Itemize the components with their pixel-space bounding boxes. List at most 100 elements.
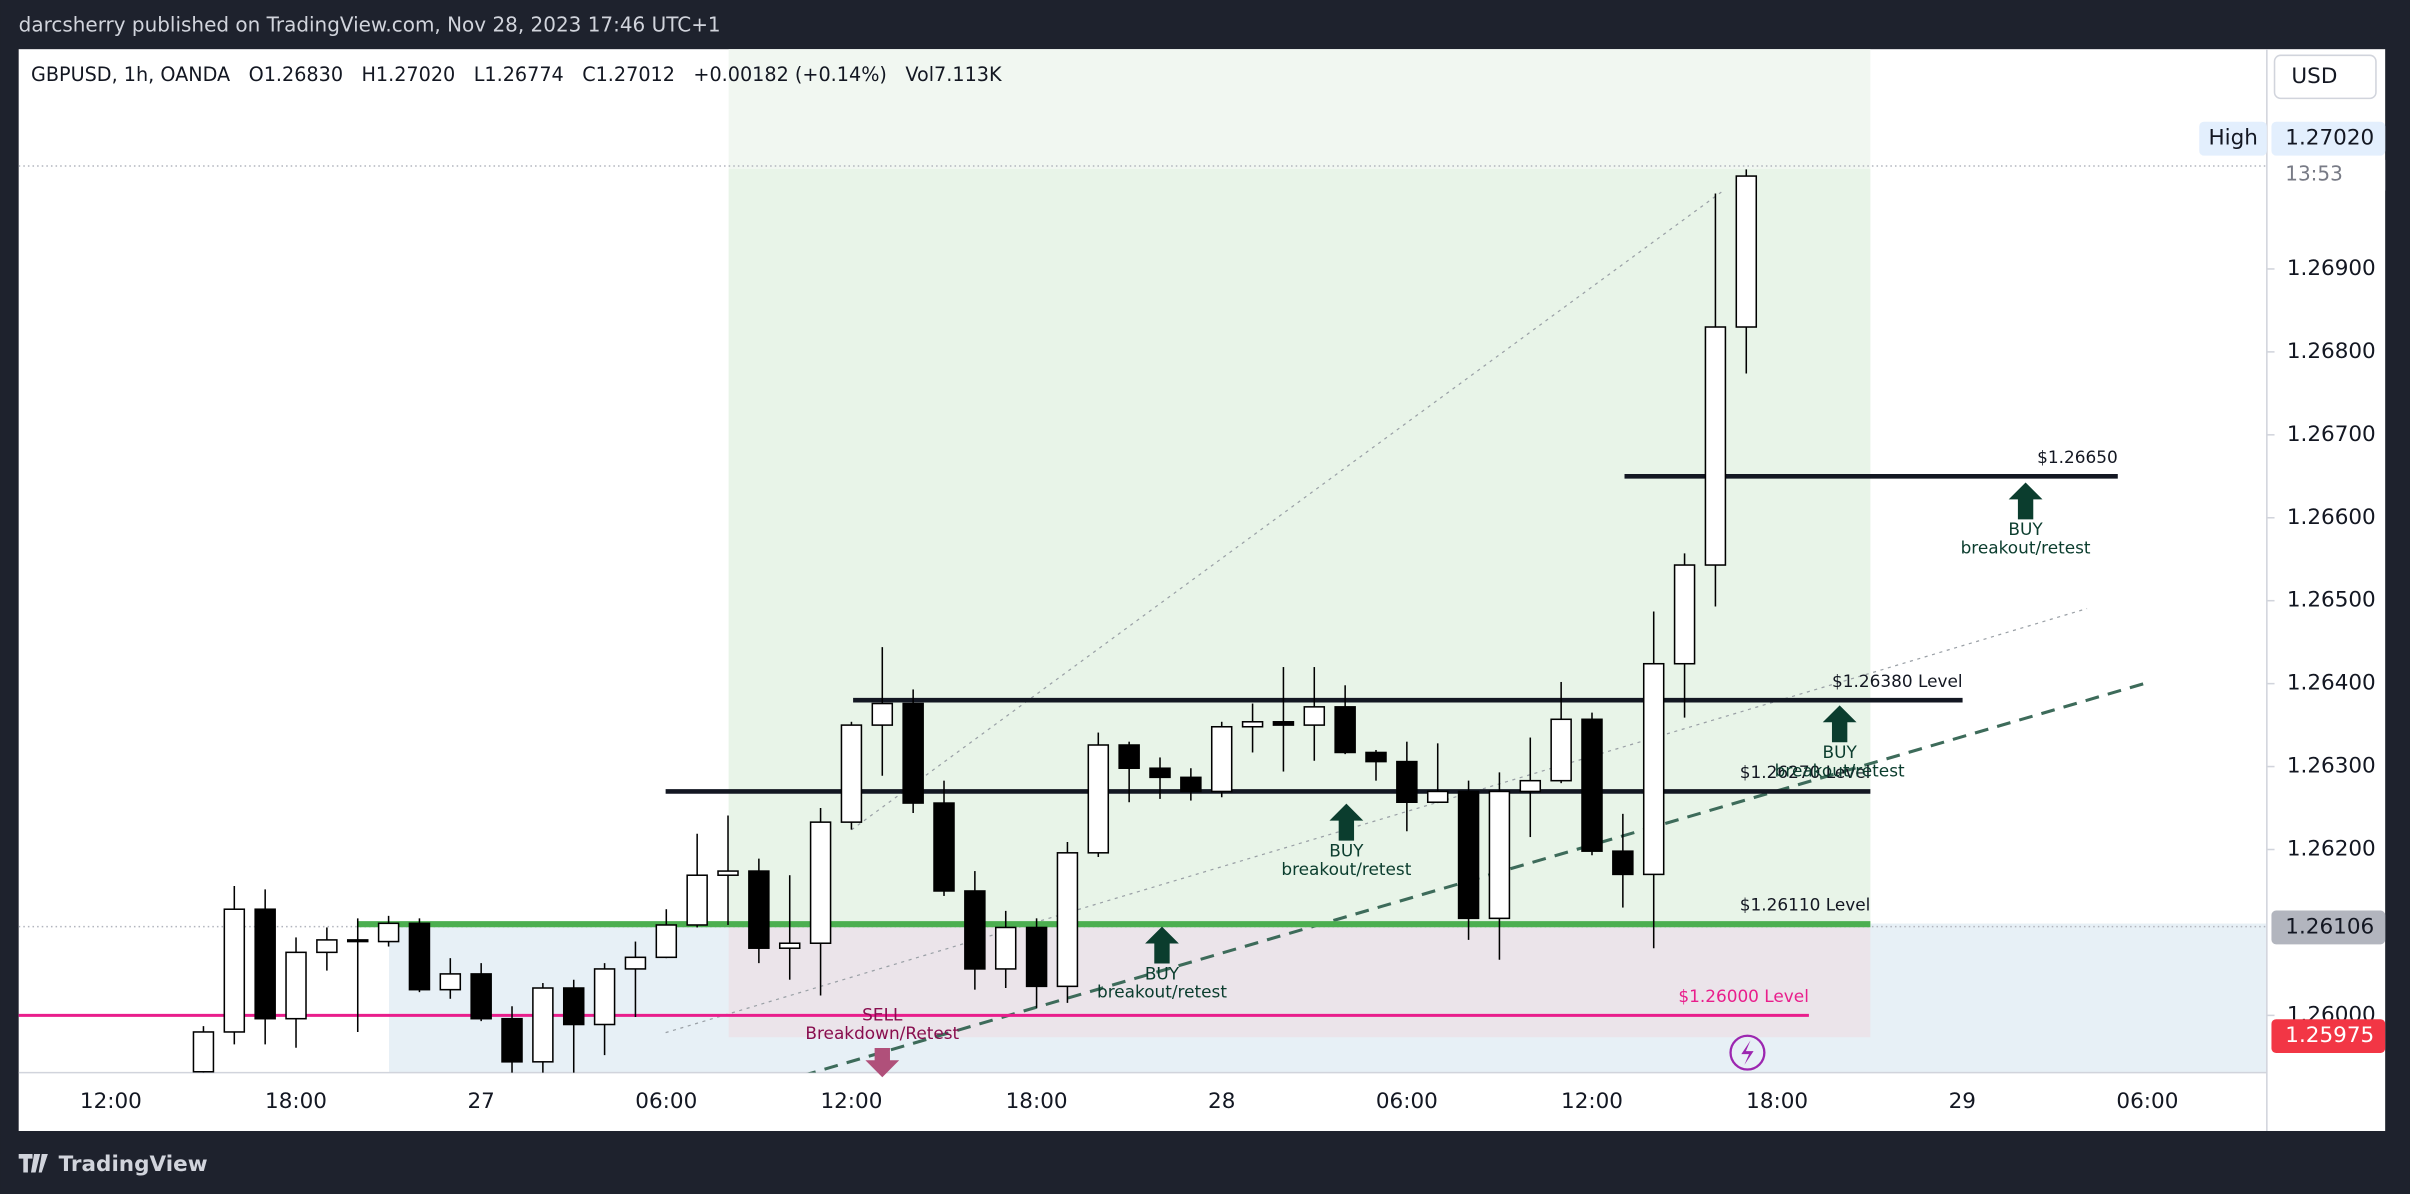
candle-body — [1642, 662, 1665, 876]
candle-body — [1180, 776, 1202, 793]
candle-body — [1581, 718, 1603, 852]
buy-arrow — [1145, 926, 1179, 964]
candle-body — [1550, 718, 1572, 782]
event-bolt — [1741, 1040, 1754, 1065]
candle-body — [840, 724, 863, 823]
price-badge — [2271, 121, 2386, 156]
x-tick-label: 06:00 — [1376, 1089, 1438, 1114]
candle-body — [1673, 564, 1696, 665]
tag-label: High — [2208, 126, 2257, 151]
brand: TradingView — [59, 1152, 208, 1177]
buy-arrow — [1329, 803, 1364, 841]
candle-body — [562, 987, 585, 1026]
loss-zone — [728, 923, 1871, 1038]
legend-item: +0.00182 (+0.14%) — [693, 63, 887, 86]
candle-body — [686, 874, 708, 926]
legend-item: L1.26774 — [474, 63, 564, 86]
candle-body — [1426, 790, 1449, 803]
candle-body — [1272, 721, 1295, 726]
y-tick-label: 1.26200 — [2287, 837, 2376, 862]
candle-body — [470, 973, 492, 1020]
candle-body — [377, 922, 400, 943]
candle-body — [1488, 790, 1511, 920]
candle-body — [933, 802, 955, 892]
countdown: 13:53 — [2285, 162, 2343, 186]
legend-item: Vol7.113K — [905, 63, 1002, 86]
buy-arrow — [1822, 705, 1857, 743]
currency[interactable]: USD — [2291, 64, 2337, 89]
candle-body — [593, 968, 616, 1026]
candle-body — [223, 908, 246, 1033]
x-tick-label: 06:00 — [2116, 1089, 2178, 1114]
candle-body — [1025, 926, 1048, 988]
candle-body — [1612, 850, 1634, 876]
candle-body — [1396, 760, 1418, 803]
price-badge-label: 1.25975 — [2285, 1023, 2374, 1048]
x-tick-label: 27 — [467, 1089, 494, 1114]
candle-body — [1149, 767, 1171, 779]
trend-line — [851, 191, 1722, 831]
x-tick-label: 12:00 — [1561, 1089, 1623, 1114]
level-label: $1.26650 — [2037, 447, 2118, 467]
signal-note: Breakdown/Retest — [805, 1023, 959, 1043]
trend-line — [665, 607, 2088, 1034]
publisher-line: darcsherry published on TradingView.com,… — [19, 13, 721, 37]
signal-note: breakout/retest — [1775, 760, 1905, 780]
candle-body — [254, 908, 276, 1020]
profit-zone — [728, 169, 1871, 924]
candle-body — [655, 924, 678, 959]
signal-label: SELL — [862, 1005, 903, 1025]
candle-body — [994, 926, 1017, 970]
price-badge — [2271, 910, 2386, 945]
legend: GBPUSD, 1h, OANDA O1.26830 H1.27020 L1.2677… — [31, 63, 1002, 86]
candle-body — [285, 951, 307, 1020]
candle-body — [192, 1031, 215, 1073]
signal-label: BUY — [1145, 963, 1180, 983]
candle-body — [964, 890, 986, 970]
sell-arrow — [865, 1048, 900, 1078]
candle-body — [1704, 326, 1727, 566]
legend-item: H1.27020 — [361, 63, 455, 86]
x-tick-label: 12:00 — [820, 1089, 882, 1114]
candle-body — [809, 821, 832, 944]
candle-body — [1210, 725, 1233, 793]
signal-note: breakout/retest — [1281, 859, 1411, 879]
legend-item: C1.27012 — [582, 63, 675, 86]
x-tick-label: 18:00 — [1746, 1089, 1808, 1114]
x-tick-label: 06:00 — [635, 1089, 697, 1114]
candle-body — [748, 870, 770, 949]
countdown-badge — [2271, 159, 2386, 191]
signal-label: BUY — [1823, 742, 1858, 762]
candles — [192, 169, 1758, 1073]
candle-body — [902, 702, 924, 804]
x-tick-label: 29 — [1949, 1089, 1976, 1114]
candle-body — [1118, 744, 1140, 769]
candle-body — [778, 942, 801, 949]
x-tick-label: 18:00 — [265, 1089, 327, 1114]
candle-body — [1241, 721, 1264, 728]
signal-note: breakout/retest — [1097, 982, 1227, 1002]
level-label: $1.26380 Level — [1832, 671, 1963, 691]
candle-body — [1334, 706, 1356, 754]
candle-body — [1365, 751, 1387, 763]
signal-label: BUY — [1329, 840, 1364, 860]
y-tick-label: 1.26600 — [2287, 505, 2376, 530]
event-icon[interactable] — [1729, 1034, 1766, 1071]
y-tick-label: 1.26300 — [2287, 754, 2376, 779]
candle-body — [501, 1017, 523, 1063]
x-tick-label: 28 — [1208, 1089, 1235, 1114]
candle-body — [408, 922, 431, 991]
brand-logo — [18, 1154, 48, 1173]
signal-label: BUY — [2008, 519, 2043, 539]
candle-body — [1303, 706, 1326, 726]
signal-note: breakout/retest — [1961, 538, 2091, 558]
level-label: $1.26000 Level — [1678, 986, 1809, 1006]
buy-arrow — [2008, 482, 2043, 520]
candle-body — [1735, 175, 1758, 328]
axes: 1.260001.262001.263001.264001.265001.266… — [80, 121, 2386, 1114]
y-tick-label: 1.26700 — [2287, 422, 2376, 447]
candle-body — [346, 939, 369, 943]
currency-button[interactable] — [2273, 54, 2377, 100]
level-label: $1.26270 Level — [1740, 762, 1871, 782]
